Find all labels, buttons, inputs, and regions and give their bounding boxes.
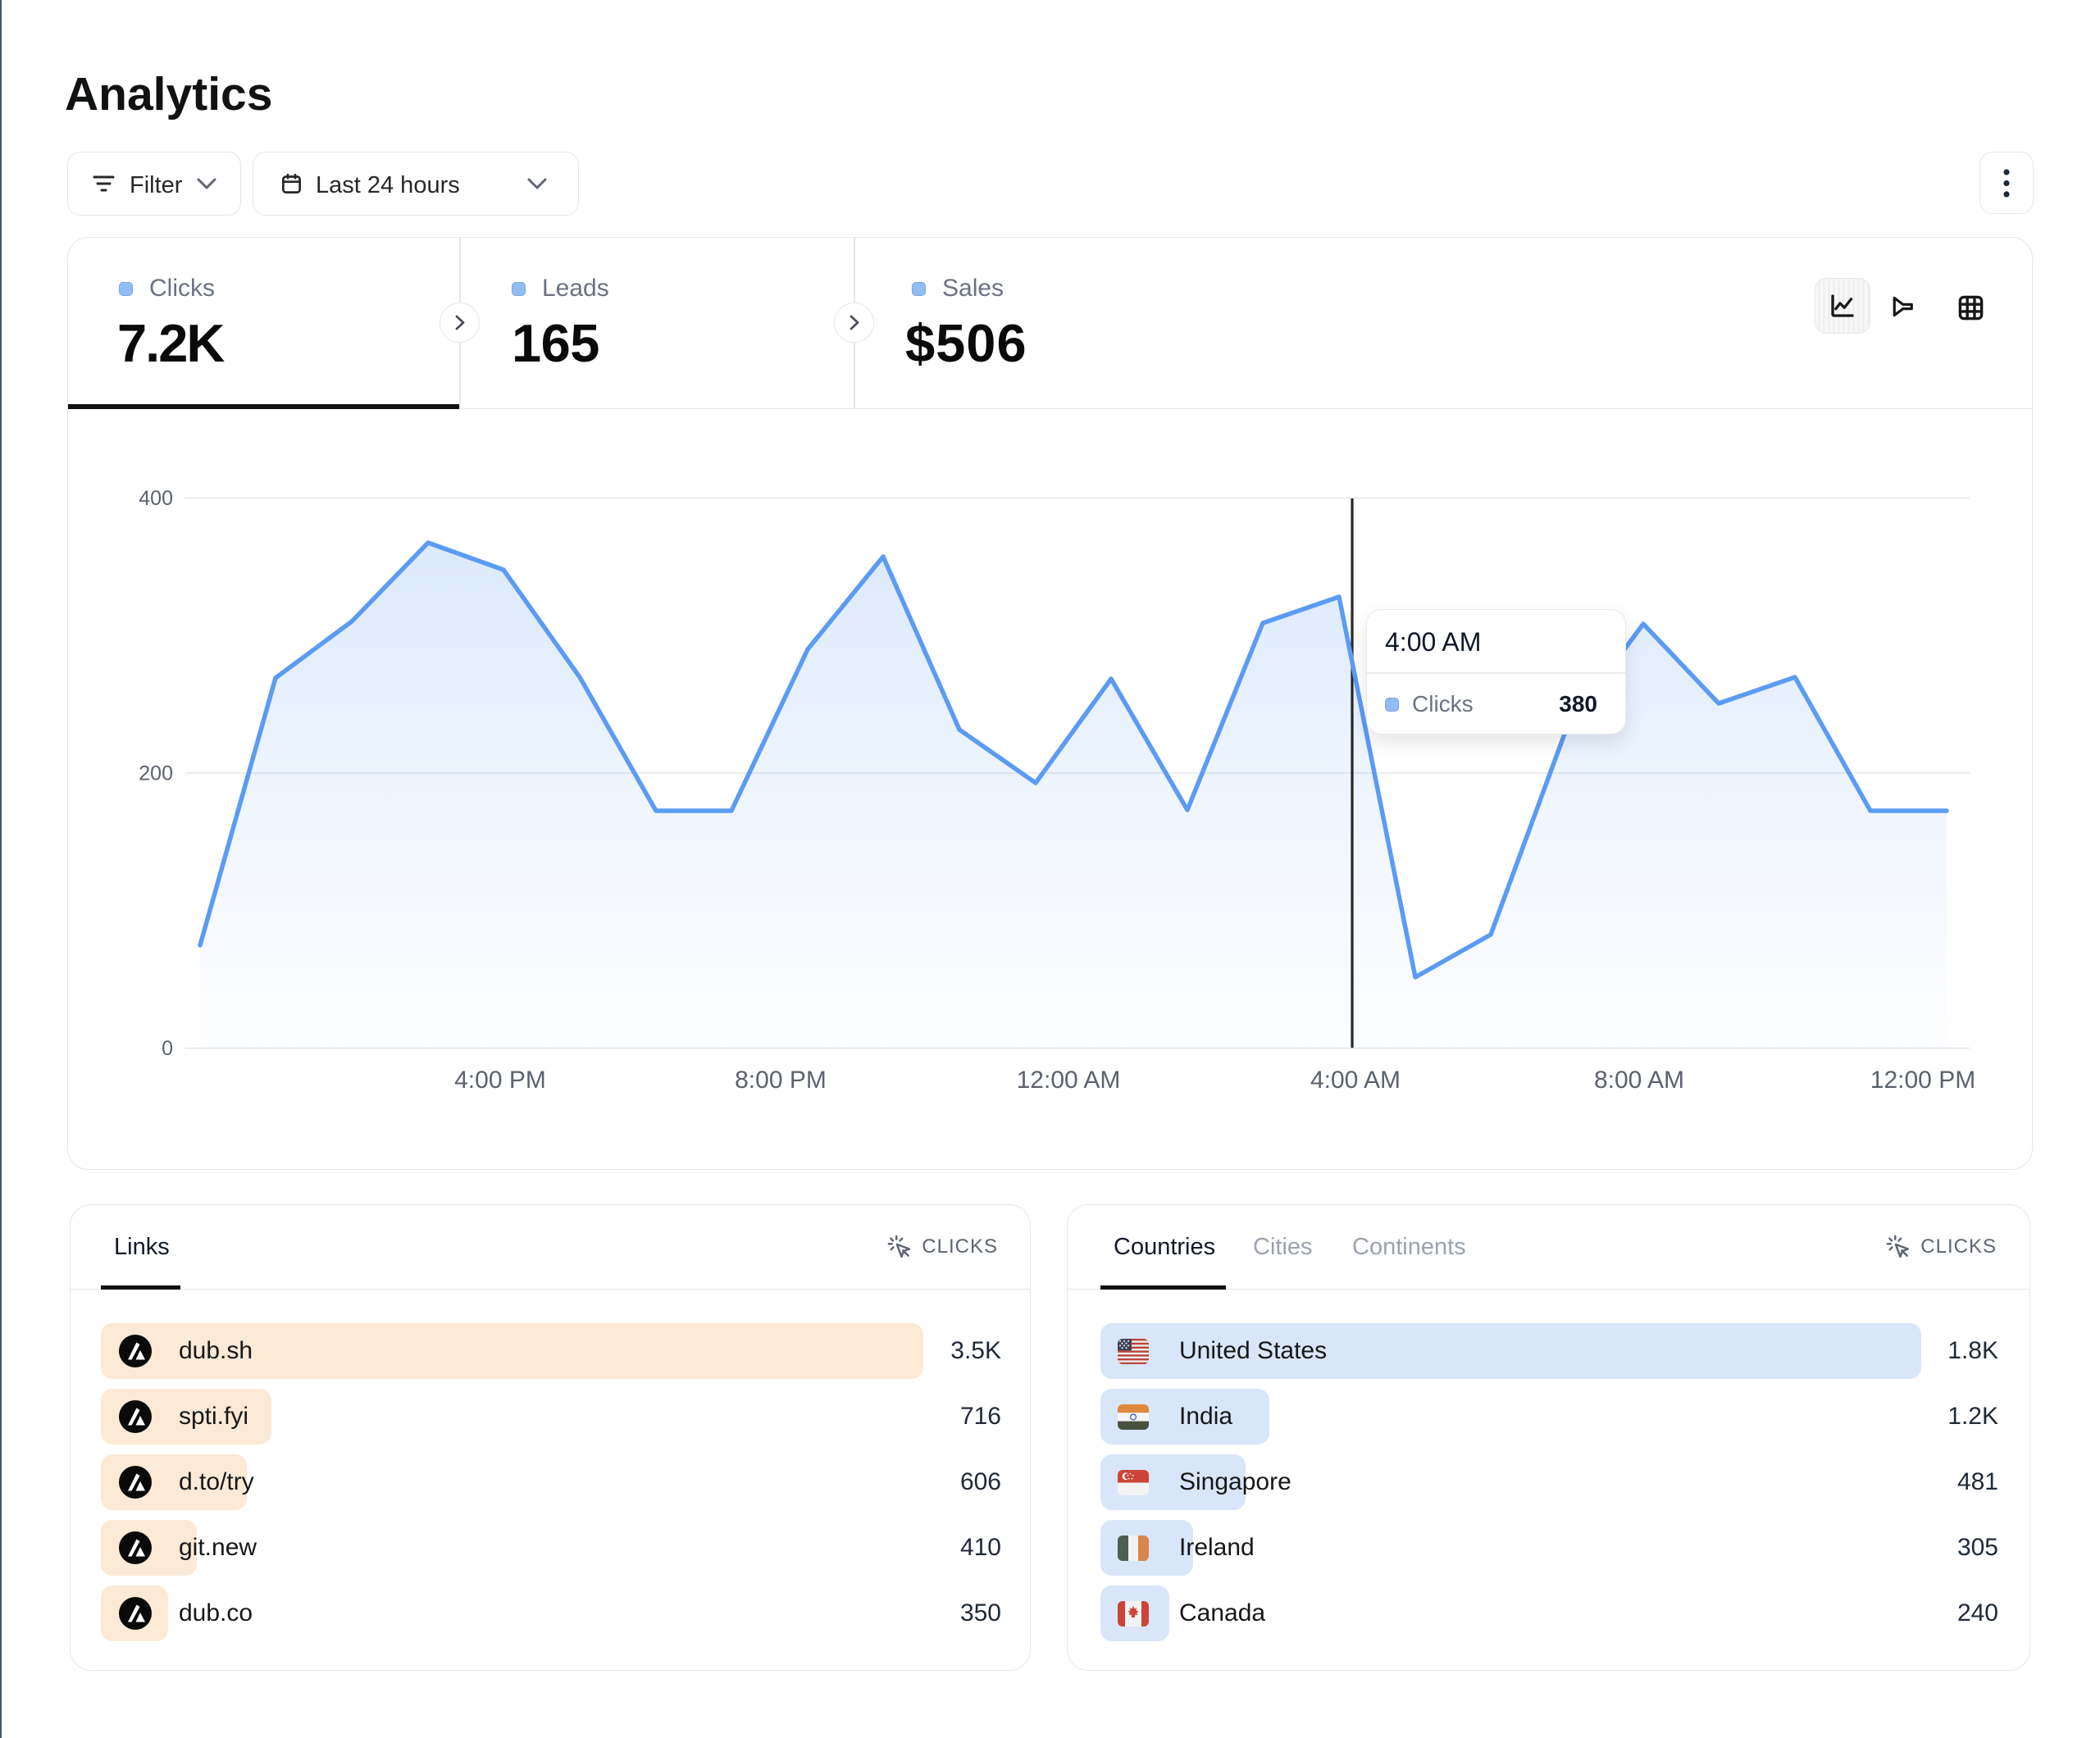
svg-text:4:00 PM: 4:00 PM: [454, 1067, 546, 1094]
svg-text:8:00 AM: 8:00 AM: [1594, 1067, 1684, 1094]
svg-text:12:00 PM: 12:00 PM: [1870, 1067, 1975, 1094]
svg-text:12:00 AM: 12:00 AM: [1017, 1067, 1121, 1094]
svg-text:200: 200: [139, 762, 173, 785]
svg-text:4:00 AM: 4:00 AM: [1310, 1067, 1401, 1094]
svg-text:0: 0: [162, 1037, 173, 1060]
svg-text:8:00 PM: 8:00 PM: [735, 1067, 827, 1094]
svg-text:400: 400: [139, 487, 173, 510]
